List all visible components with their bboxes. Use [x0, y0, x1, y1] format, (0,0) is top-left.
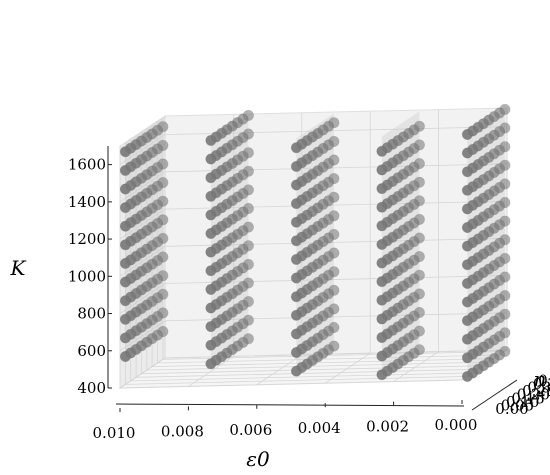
data-point	[461, 203, 473, 215]
data-point	[376, 164, 388, 176]
x-tick-label: 0.010	[93, 424, 136, 442]
data-point	[461, 296, 473, 308]
y-tick-label: 0.20	[517, 386, 550, 404]
z-tick-label: 1400	[68, 193, 106, 211]
z-tick-label: 800	[77, 305, 106, 323]
y-axis-line	[471, 379, 518, 411]
x-tick-label: 0.008	[161, 422, 204, 440]
z-tick-label: 600	[77, 342, 106, 360]
y-tick-label: 0.05	[501, 396, 534, 414]
x-axis-line	[115, 403, 465, 407]
x-tick-label: 0.002	[366, 418, 409, 436]
data-point	[290, 160, 302, 172]
y-tick-label: 0.00	[495, 400, 528, 418]
data-point	[119, 164, 131, 176]
y-tick-label: 0.35	[533, 375, 550, 393]
y-tick-label: 0.25	[522, 382, 550, 400]
data-point	[205, 358, 217, 370]
data-point	[119, 313, 131, 325]
data-point	[205, 283, 217, 295]
y-tick-label: 0.10	[506, 393, 539, 411]
data-point	[205, 172, 217, 184]
data-point	[119, 295, 131, 307]
x-axis-label: ε0	[246, 447, 270, 471]
data-point	[290, 291, 302, 303]
data-point	[290, 309, 302, 321]
data-point	[290, 365, 302, 377]
data-point	[461, 147, 473, 159]
data-point	[376, 331, 388, 343]
data-point	[461, 370, 473, 382]
x-axis-label-text: ε0	[246, 447, 270, 471]
data-point	[119, 146, 131, 158]
data-point	[119, 276, 131, 288]
data-point	[205, 265, 217, 277]
data-point	[290, 179, 302, 191]
data-point	[205, 190, 217, 202]
data-point	[461, 277, 473, 289]
y-tick-label: 0.15	[511, 389, 544, 407]
data-point	[461, 128, 473, 140]
tick-labels: 0.010 0.008 0.006 0.004 0.002 0.0000.000.050.…	[68, 156, 550, 442]
data-point	[205, 134, 217, 146]
data-point	[205, 302, 217, 314]
data-point	[461, 166, 473, 178]
data-point	[376, 350, 388, 362]
data-point	[376, 276, 388, 288]
x-tick-label: 0.004	[298, 419, 341, 437]
data-point	[119, 332, 131, 344]
data-point	[461, 333, 473, 345]
data-point	[205, 321, 217, 333]
data-point	[205, 339, 217, 351]
data-point	[376, 183, 388, 195]
axis-lines	[107, 146, 518, 412]
data-point	[205, 209, 217, 221]
data-point	[119, 202, 131, 214]
data-point	[376, 313, 388, 325]
data-point	[119, 257, 131, 269]
z-tick-label: 400	[77, 379, 106, 397]
data-point	[461, 184, 473, 196]
data-points	[119, 103, 511, 382]
data-point	[376, 201, 388, 213]
z-tick-label: 1000	[68, 267, 106, 285]
data-point	[376, 257, 388, 269]
y-axis-label: n	[534, 367, 547, 391]
data-point	[119, 220, 131, 232]
data-point	[290, 253, 302, 265]
data-point	[461, 240, 473, 252]
data-point	[461, 222, 473, 234]
x-tick-label: 0.006	[229, 421, 272, 439]
data-point	[461, 315, 473, 327]
data-point	[119, 239, 131, 251]
grid-line-k	[119, 126, 508, 165]
data-point	[376, 294, 388, 306]
data-point	[290, 216, 302, 228]
data-point	[461, 259, 473, 271]
z-tick-label: 1200	[68, 230, 106, 248]
data-point	[290, 346, 302, 358]
data-point	[119, 350, 131, 362]
y-tick-label: 0.40	[538, 371, 550, 389]
data-point	[461, 352, 473, 364]
data-point	[376, 145, 388, 157]
z-tick-label: 1600	[68, 156, 106, 174]
data-point	[376, 369, 388, 381]
z-axis-label: K	[10, 256, 27, 280]
data-point	[205, 153, 217, 165]
data-point	[376, 238, 388, 250]
data-point	[205, 228, 217, 240]
data-point	[290, 328, 302, 340]
x-tick-label: 0.000	[435, 416, 478, 434]
y-tick-label: 0.30	[527, 379, 550, 397]
data-point	[290, 272, 302, 284]
data-point	[119, 183, 131, 195]
data-point	[290, 198, 302, 210]
data-point	[376, 220, 388, 232]
data-point	[205, 246, 217, 258]
data-point	[290, 235, 302, 247]
data-point	[290, 142, 302, 154]
